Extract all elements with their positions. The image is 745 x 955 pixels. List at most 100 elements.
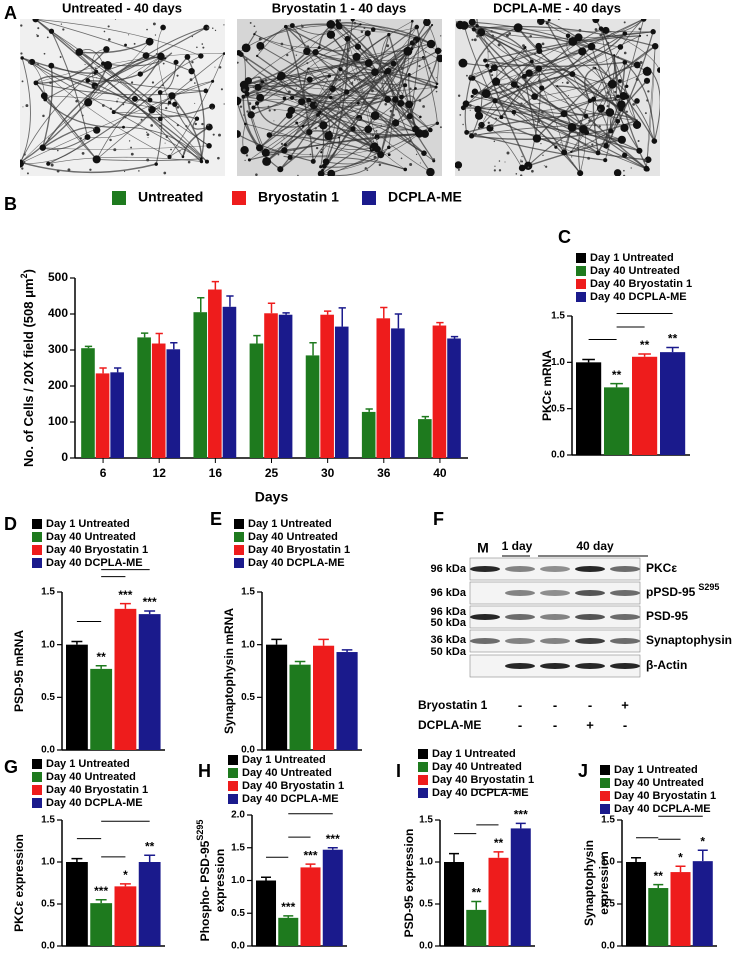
- neurite: [331, 122, 438, 175]
- neurite: [240, 54, 331, 99]
- neurite: [524, 33, 626, 78]
- cell-body: [326, 30, 336, 39]
- debris: [146, 158, 150, 162]
- kda-label: 50 kDa: [431, 617, 467, 629]
- debris: [625, 110, 628, 113]
- neurite: [164, 52, 173, 59]
- y-tick-label: 2.0: [231, 810, 245, 821]
- y-axis-label: Phospho- PSD-95S295: [195, 820, 212, 942]
- debris: [249, 21, 252, 24]
- cell-body: [532, 134, 542, 143]
- cell-body: [485, 63, 490, 68]
- debris: [169, 98, 172, 101]
- cell-body: [203, 24, 210, 31]
- debris: [413, 40, 416, 43]
- neurite: [260, 45, 416, 130]
- significance: ***: [94, 884, 108, 898]
- debris: [579, 119, 582, 122]
- legend-label: Day 40 DCPLA-ME: [46, 797, 143, 809]
- cell-body: [643, 165, 650, 172]
- debris: [94, 67, 97, 70]
- neurite: [35, 82, 206, 96]
- debris: [48, 137, 50, 140]
- debris: [290, 74, 293, 77]
- cell-body: [605, 108, 615, 117]
- error-bar: [436, 321, 444, 326]
- neurite: [96, 55, 201, 160]
- debris: [493, 140, 496, 143]
- debris: [130, 146, 133, 149]
- cell-body: [470, 94, 474, 98]
- debris: [647, 90, 650, 93]
- legend-swatch: [234, 558, 244, 568]
- debris: [504, 66, 507, 68]
- neurite: [330, 23, 432, 45]
- error-bar: [99, 367, 107, 374]
- kda-label: 96 kDa: [431, 587, 467, 599]
- neurite: [35, 82, 98, 160]
- cell-body: [154, 162, 158, 166]
- debris: [352, 81, 354, 83]
- debris: [375, 129, 378, 132]
- significance: **: [494, 836, 504, 850]
- neurite: [259, 147, 372, 156]
- cell-body: [587, 42, 596, 51]
- legend-label: Day 40 Bryostatin 1: [432, 774, 534, 786]
- legend-label: Day 40 DCPLA-ME: [614, 803, 711, 815]
- legend-swatch: [112, 191, 126, 205]
- cell-body: [556, 85, 559, 88]
- error-bar: [697, 849, 708, 862]
- debris: [243, 114, 245, 116]
- band: [505, 663, 535, 669]
- neurite: [87, 57, 166, 82]
- debris: [315, 146, 319, 150]
- y-axis-label-text: PKCε expression: [12, 834, 26, 932]
- error-bar: [140, 332, 149, 338]
- debris: [418, 65, 421, 68]
- debris: [537, 79, 541, 82]
- debris: [593, 123, 597, 127]
- debris: [599, 33, 603, 37]
- cell-body: [352, 52, 361, 61]
- debris: [566, 81, 569, 84]
- treatment-label: Bryostatin 1: [418, 698, 488, 712]
- cell-body: [554, 145, 558, 149]
- legend-label: Untreated: [138, 189, 203, 205]
- debris: [497, 43, 501, 47]
- debris: [515, 173, 518, 175]
- y-tick-label: 0.5: [551, 403, 565, 414]
- cell-body: [344, 35, 351, 42]
- neurite: [303, 68, 321, 113]
- debris: [558, 19, 560, 21]
- cell-body: [283, 24, 288, 29]
- legend-swatch: [600, 765, 610, 775]
- debris: [187, 160, 191, 164]
- cell-body: [277, 71, 286, 81]
- debris: [427, 19, 429, 21]
- y-tick-label: 1.0: [551, 357, 565, 368]
- cell-body: [478, 121, 485, 129]
- y-tick-label: 0.5: [231, 908, 245, 919]
- y-axis-label: PKCε mRNA: [540, 350, 554, 421]
- panel-label: I: [396, 761, 401, 781]
- debris: [469, 104, 472, 107]
- neurite: [374, 71, 438, 85]
- cell-body: [298, 98, 306, 106]
- cell-body: [254, 83, 262, 91]
- debris: [128, 34, 130, 36]
- error-bar: [267, 302, 276, 314]
- bar: [193, 312, 208, 458]
- debris: [42, 114, 45, 118]
- debris: [623, 21, 626, 24]
- micrograph-texture: [20, 19, 225, 175]
- debris: [613, 98, 616, 101]
- debris: [23, 153, 26, 156]
- cell-body: [338, 136, 341, 139]
- debris: [508, 32, 512, 35]
- cell-body: [46, 161, 51, 166]
- bar: [166, 349, 181, 458]
- error-bar: [675, 865, 686, 873]
- debris: [114, 19, 117, 20]
- debris: [194, 122, 197, 126]
- cell-body: [103, 46, 110, 53]
